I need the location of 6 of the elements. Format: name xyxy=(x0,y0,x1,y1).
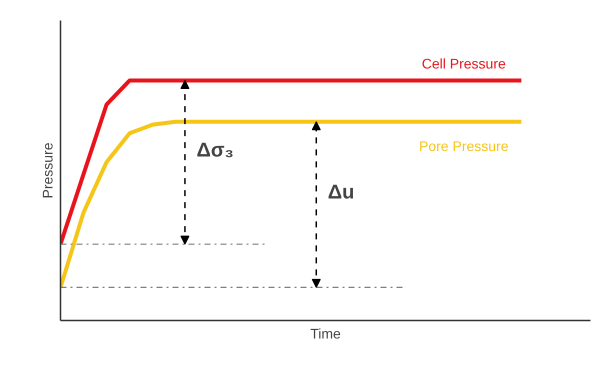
annotation: Δu xyxy=(328,182,354,204)
x-axis-title: Time xyxy=(310,326,342,342)
series-label: Cell Pressure xyxy=(422,56,506,72)
annotation: Δσ₃ xyxy=(196,139,234,162)
y-axis-title: Pressure xyxy=(40,142,56,199)
series-label: Pore Pressure xyxy=(419,138,509,154)
